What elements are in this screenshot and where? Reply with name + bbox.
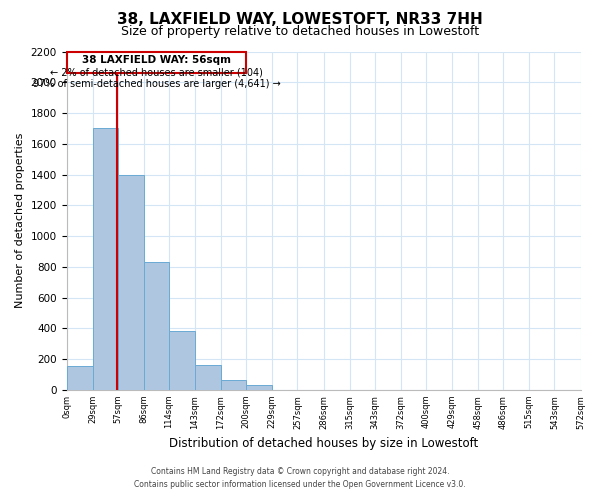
Bar: [92, 128, 118, 390]
Bar: [144, 262, 169, 390]
Text: Contains HM Land Registry data © Crown copyright and database right 2024.
Contai: Contains HM Land Registry data © Crown c…: [134, 467, 466, 489]
Text: 97% of semi-detached houses are larger (4,641) →: 97% of semi-detached houses are larger (…: [32, 80, 280, 90]
Text: 38, LAXFIELD WAY, LOWESTOFT, NR33 7HH: 38, LAXFIELD WAY, LOWESTOFT, NR33 7HH: [117, 12, 483, 28]
Bar: [118, 174, 144, 390]
Bar: [246, 386, 272, 390]
Bar: [67, 366, 92, 390]
Text: 38 LAXFIELD WAY: 56sqm: 38 LAXFIELD WAY: 56sqm: [82, 55, 231, 65]
FancyBboxPatch shape: [67, 52, 246, 73]
Bar: [221, 380, 246, 390]
Y-axis label: Number of detached properties: Number of detached properties: [15, 133, 25, 308]
X-axis label: Distribution of detached houses by size in Lowestoft: Distribution of detached houses by size …: [169, 437, 478, 450]
Bar: [169, 330, 195, 390]
Text: Size of property relative to detached houses in Lowestoft: Size of property relative to detached ho…: [121, 25, 479, 38]
Bar: [195, 364, 221, 390]
Text: ← 2% of detached houses are smaller (104): ← 2% of detached houses are smaller (104…: [50, 67, 263, 77]
